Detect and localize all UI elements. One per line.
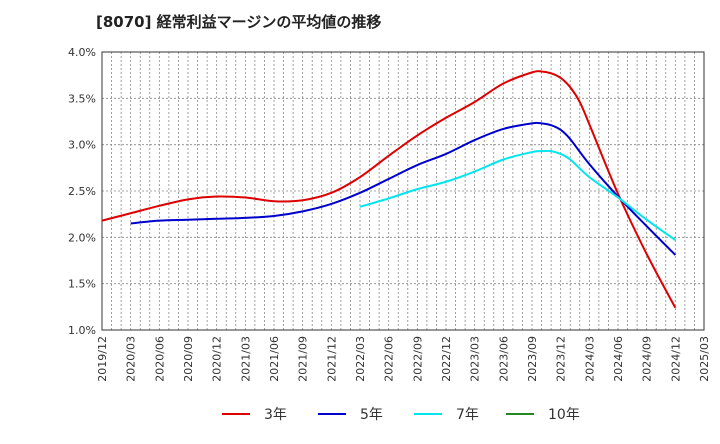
y-tick-label: 2.0% [68,231,96,244]
x-axis: 2019/12 2020/03 2020/06 2020/09 2020/12 2021/… [96,336,711,382]
x-tick-label: 2019/12 [96,336,109,382]
series-line-2 [130,121,677,256]
y-tick-label: 3.0% [68,139,96,152]
x-tick-label: 2021/03 [239,336,252,382]
series-line-1 [101,70,677,309]
x-tick-label: 2021/06 [268,336,281,382]
y-tick-label: 3.5% [68,92,96,105]
y-tick-label: 4.0% [68,46,96,59]
y-axis: 1.0% 1.5% 2.0% 2.5% 3.0% 3.5% 4.0% [68,46,96,337]
x-tick-label: 2022/12 [440,336,453,382]
x-tick-label: 2022/09 [411,336,424,382]
x-tick-label: 2024/12 [669,336,682,382]
x-tick-label: 2024/06 [612,336,625,382]
x-tick-label: 2020/09 [182,336,195,382]
legend-label: 7年 [456,407,479,423]
x-tick-label: 2025/03 [698,336,711,382]
legend-label: 3年 [264,407,287,423]
x-tick-label: 2021/09 [297,336,310,382]
y-tick-label: 2.5% [68,185,96,198]
x-tick-label: 2023/03 [469,336,482,382]
x-tick-label: 2021/12 [325,336,338,382]
x-tick-label: 2022/03 [354,336,367,382]
plot-frame [101,51,705,331]
x-tick-label: 2024/09 [641,336,654,382]
x-tick-label: 2020/03 [125,336,138,382]
x-tick-label: 2022/06 [383,336,396,382]
chart-title: [8070] 経常利益マージンの平均値の推移 [96,13,382,31]
x-tick-label: 2020/12 [211,336,224,382]
legend-label: 10年 [548,407,580,423]
series-line-3 [359,149,676,241]
legend: 3年 5年 7年 10年 [222,407,580,423]
x-tick-label: 2023/06 [497,336,510,382]
x-tick-label: 2023/12 [555,336,568,382]
x-tick-label: 2020/06 [153,336,166,382]
y-tick-label: 1.5% [68,278,96,291]
series-lines [101,70,677,309]
legend-label: 5年 [360,407,383,423]
x-tick-label: 2024/03 [583,336,596,382]
y-tick-label: 1.0% [68,324,96,337]
x-tick-label: 2023/09 [526,336,539,382]
